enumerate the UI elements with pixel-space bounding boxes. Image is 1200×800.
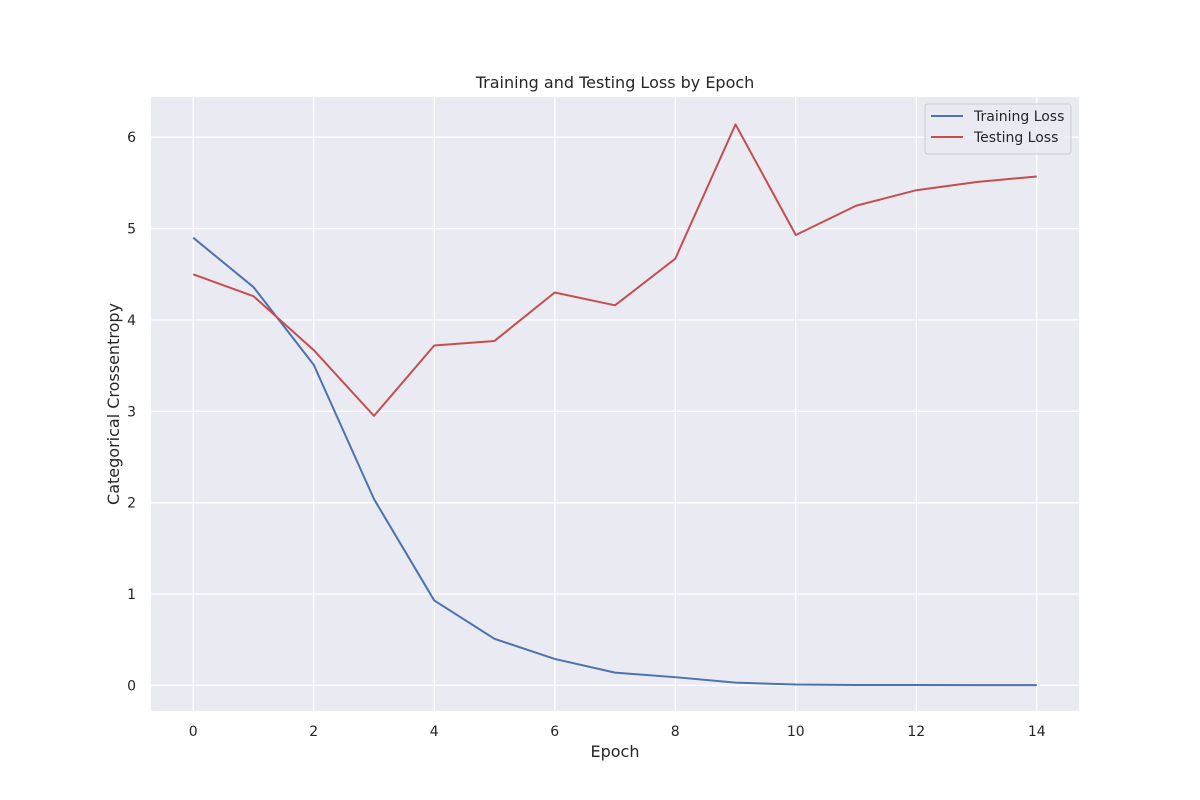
y-tick-label: 2 [127,496,136,512]
y-tick-label: 4 [127,313,136,329]
x-tick-label: 6 [550,724,559,740]
x-tick-label: 12 [907,724,925,740]
x-tick-label: 2 [309,724,318,740]
chart-title: Training and Testing Loss by Epoch [475,73,755,92]
y-tick-label: 3 [127,404,136,420]
y-axis-ticks: 0 1 2 3 4 5 6 [127,130,136,694]
y-tick-label: 0 [127,678,136,694]
y-axis-title: Categorical Crossentropy [104,303,123,505]
x-tick-label: 0 [189,724,198,740]
plot-area [151,97,1079,711]
series-line-0 [192,236,1037,687]
grid [151,97,1079,711]
x-tick-label: 14 [1028,724,1046,740]
x-axis-title: Epoch [591,742,640,761]
x-tick-label: 10 [787,724,805,740]
x-tick-label: 8 [671,724,680,740]
y-tick-label: 1 [127,587,136,603]
y-tick-label: 6 [127,130,136,146]
legend-label-0: Training Loss [973,109,1064,125]
x-axis-ticks: 0 2 4 6 8 10 12 14 [189,724,1046,740]
y-tick-label: 5 [127,222,136,238]
x-tick-label: 4 [430,724,439,740]
series-line-1 [192,123,1037,417]
series-lines [192,123,1037,687]
legend: Training Loss Testing Loss [924,103,1072,155]
legend-label-1: Testing Loss [973,130,1058,146]
